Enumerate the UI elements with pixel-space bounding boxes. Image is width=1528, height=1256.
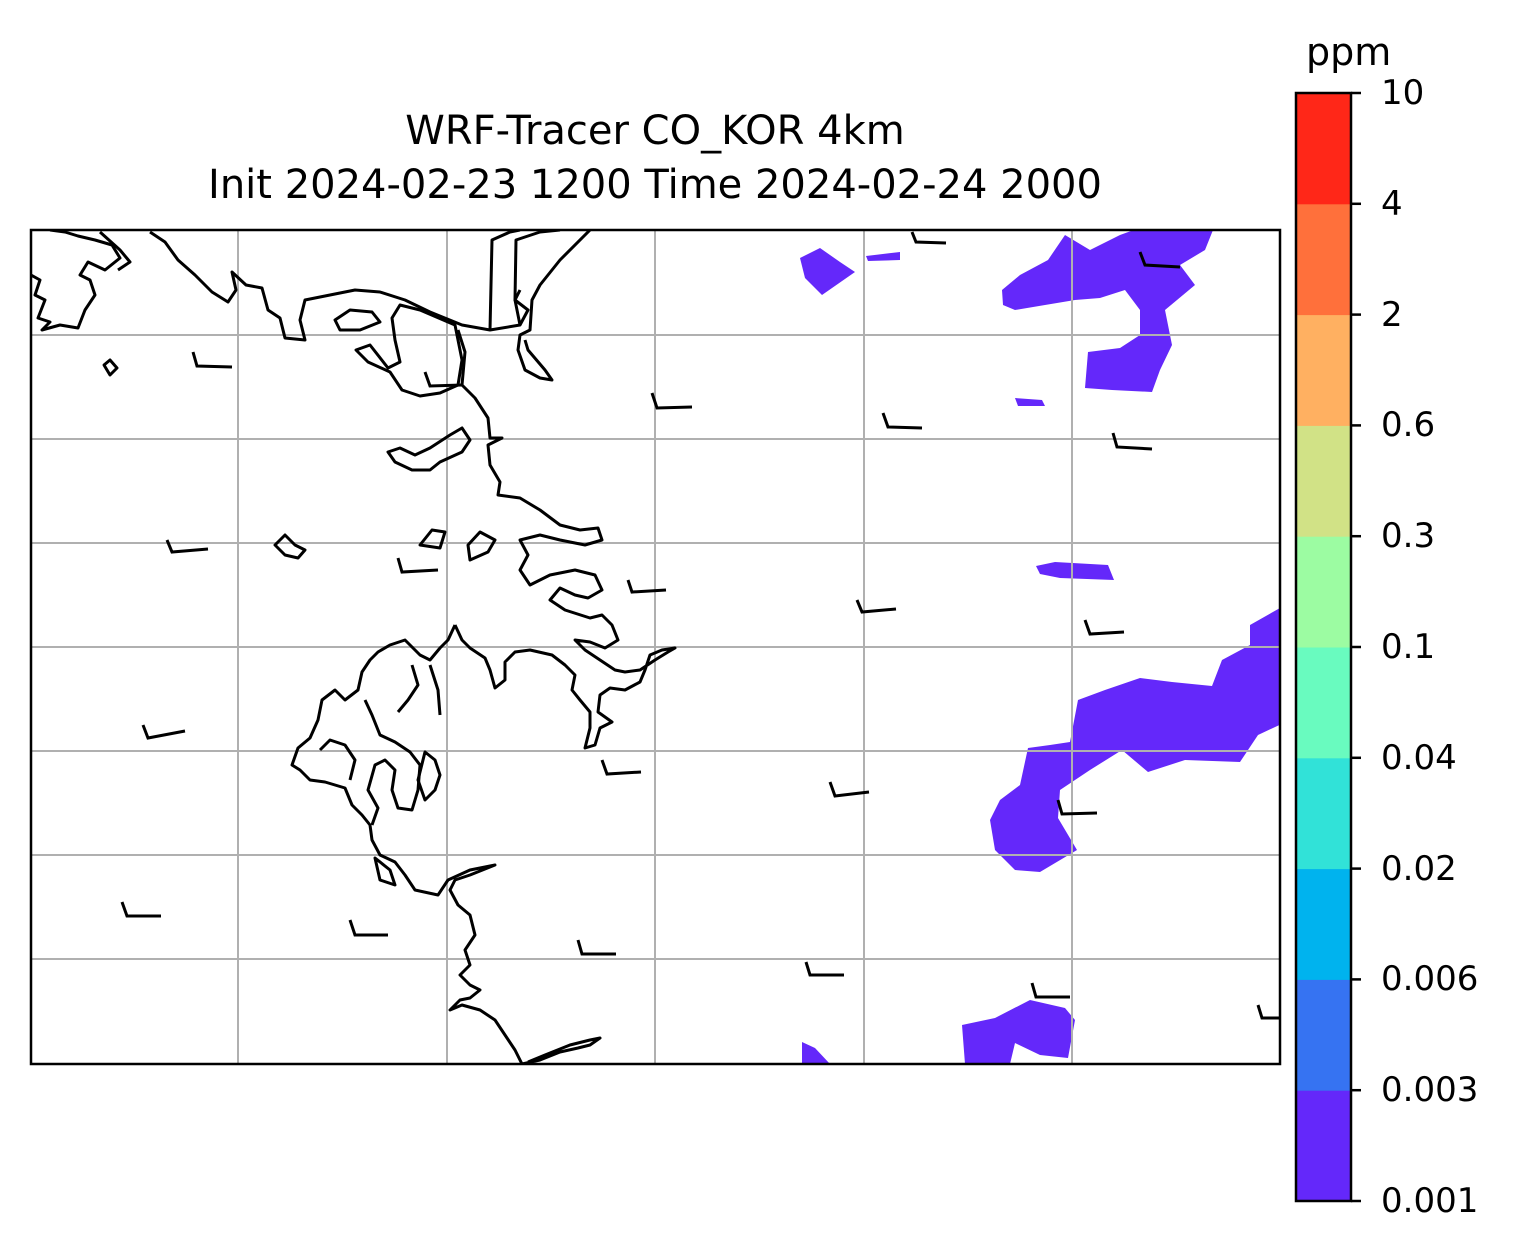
- colorbar-bin: [1296, 1090, 1351, 1202]
- colorbar-bin: [1296, 203, 1351, 316]
- colorbar-bin: [1296, 979, 1351, 1091]
- colorbar-tick-label: 0.1: [1381, 627, 1436, 667]
- tracer-patch-southeast-large: [990, 608, 1280, 872]
- title-line-1: WRF-Tracer CO_KOR 4km: [405, 108, 905, 154]
- colorbar-tick-label: 0.001: [1381, 1181, 1479, 1221]
- coastline-west-main: [453, 329, 677, 750]
- tracer-patch-northeast-large: [1002, 230, 1213, 392]
- coastline-north-bay: [98, 230, 530, 342]
- coastline-river-right: [513, 230, 592, 382]
- colorbar-bin: [1296, 314, 1351, 426]
- coastline-bay-west: [354, 303, 464, 398]
- map-gridlines: [31, 230, 1280, 1064]
- coastlines: [31, 230, 677, 1064]
- colorbar-tick-label: 4: [1381, 183, 1403, 224]
- colorbar-bins: [1296, 93, 1351, 1202]
- coastline-islands-mid: [273, 426, 497, 562]
- colorbar-tick-label: 2: [1381, 294, 1403, 335]
- tracer-patch-east-band: [1036, 562, 1114, 580]
- coastline-southwest-main: [290, 624, 524, 1064]
- colorbar-tick-label: 0.04: [1381, 737, 1457, 778]
- colorbar-bin: [1296, 93, 1351, 205]
- colorbar-tick-label: 0.02: [1381, 848, 1457, 889]
- coastline-north-peninsula: [31, 230, 122, 332]
- tracer-patch-northeast-small: [866, 252, 900, 261]
- coastline-south-bay: [521, 1036, 602, 1064]
- colorbar-bin: [1296, 868, 1351, 980]
- colorbar-tick-label: 0.3: [1381, 516, 1436, 557]
- colorbar-tick-label: 0.6: [1381, 405, 1436, 446]
- colorbar-bin: [1296, 425, 1351, 537]
- tracer-contours: [800, 230, 1280, 1064]
- tracer-patch-northeast: [800, 248, 855, 295]
- coastline-island-north: [333, 308, 382, 332]
- colorbar-bin: [1296, 757, 1351, 870]
- coastline-sw-inner: [318, 664, 442, 826]
- coastline-sw-islands: [373, 750, 442, 887]
- colorbar-tick-label: 10: [1381, 73, 1425, 113]
- map-title: WRF-Tracer CO_KOR 4km Init 2024-02-23 12…: [30, 104, 1280, 212]
- colorbar-tick-label: 0.003: [1381, 1070, 1479, 1111]
- colorbar-bin: [1296, 536, 1351, 648]
- colorbar-unit: ppm: [1306, 30, 1392, 74]
- wind-barbs: [120, 231, 1280, 1020]
- tracer-patch-south-small: [802, 1042, 830, 1064]
- tracer-patch-south: [962, 1000, 1075, 1064]
- colorbar-ticks: [1351, 91, 1361, 1203]
- coastline-small-island: [102, 358, 119, 377]
- tracer-patch-east-small: [1015, 398, 1045, 406]
- title-line-2: Init 2024-02-23 1200 Time 2024-02-24 200…: [208, 162, 1102, 208]
- colorbar-bin: [1296, 647, 1351, 759]
- map-frame: [29, 228, 1282, 1066]
- colorbar-tick-label: 0.006: [1381, 959, 1479, 1000]
